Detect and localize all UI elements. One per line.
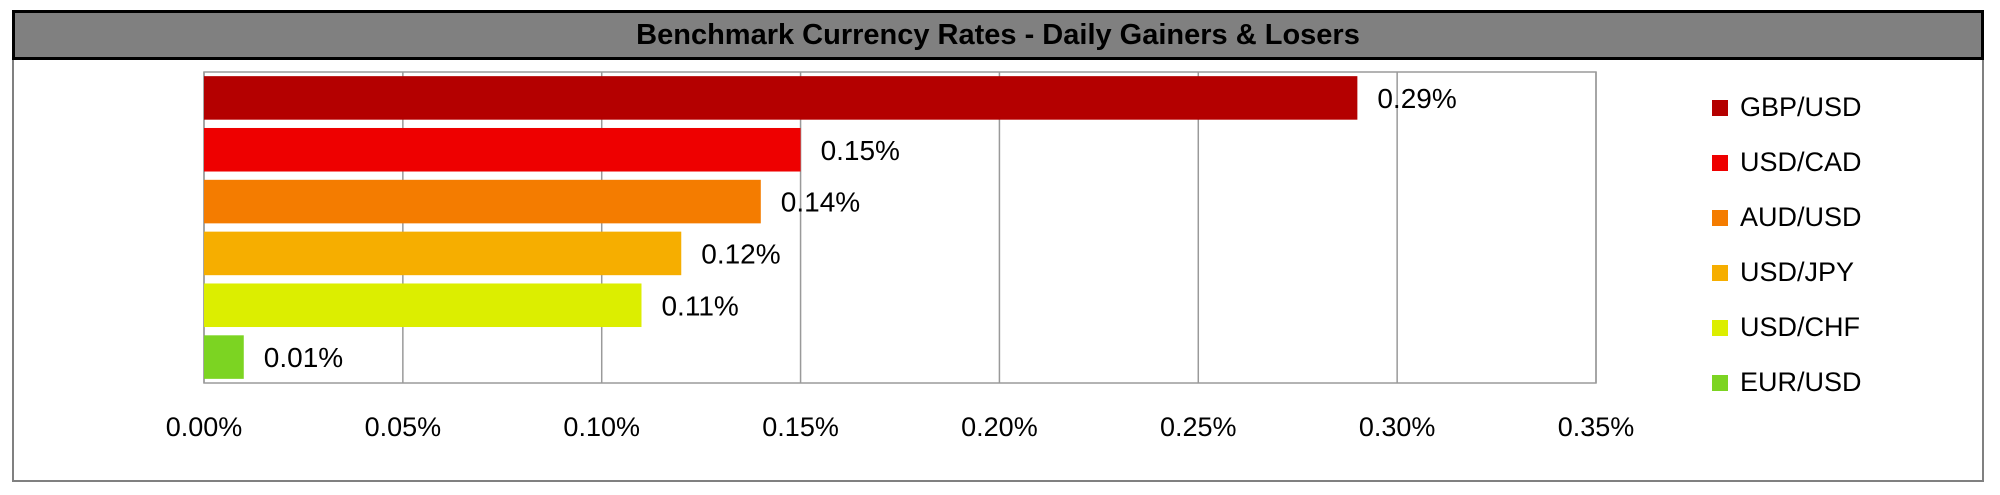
legend-label: GBP/USD <box>1740 92 1862 122</box>
x-tick-label: 0.00% <box>166 412 243 442</box>
legend-swatch <box>1712 154 1728 171</box>
bar <box>204 231 682 276</box>
bar-value-label: 0.15% <box>821 135 900 166</box>
x-tick-label: 0.25% <box>1160 412 1237 442</box>
legend-label: EUR/USD <box>1740 367 1862 397</box>
plot-area <box>203 71 1597 384</box>
legend-item: USD/JPY <box>1712 245 1962 300</box>
legend-item: EUR/USD <box>1712 355 1962 410</box>
legend-label: AUD/USD <box>1740 202 1862 232</box>
chart-title-bar: Benchmark Currency Rates - Daily Gainers… <box>12 10 1984 60</box>
bar-value-label: 0.11% <box>661 290 738 321</box>
x-tick-label: 0.20% <box>961 412 1038 442</box>
chart-legend: GBP/USD USD/CAD AUD/USD USD/JPY USD/CHF EUR/U… <box>1712 80 1962 410</box>
legend-label: USD/CHF <box>1740 312 1860 342</box>
x-tick-label: 0.35% <box>1558 412 1635 442</box>
x-tick-label: 0.05% <box>365 412 442 442</box>
legend-item: USD/CHF <box>1712 300 1962 355</box>
legend-label: USD/CAD <box>1740 147 1862 177</box>
bar-value-label: 0.12% <box>701 238 780 269</box>
legend-item: GBP/USD <box>1712 80 1962 135</box>
legend-swatch <box>1712 209 1728 226</box>
bar <box>204 283 642 328</box>
legend-swatch <box>1712 264 1728 281</box>
legend-swatch <box>1712 319 1728 336</box>
x-tick-label: 0.10% <box>563 412 640 442</box>
bar-value-label: 0.29% <box>1377 83 1456 114</box>
legend-swatch <box>1712 374 1728 391</box>
x-tick-label: 0.30% <box>1359 412 1436 442</box>
bar-value-label: 0.01% <box>264 342 343 373</box>
chart-title: Benchmark Currency Rates - Daily Gainers… <box>636 18 1360 51</box>
bar <box>204 179 761 224</box>
bar <box>204 127 801 172</box>
bar-value-label: 0.14% <box>781 187 860 218</box>
bar <box>204 335 244 379</box>
x-tick-label: 0.15% <box>762 412 839 442</box>
legend-item: AUD/USD <box>1712 190 1962 245</box>
bar <box>204 76 1358 120</box>
legend-item: USD/CAD <box>1712 135 1962 190</box>
legend-label: USD/JPY <box>1740 257 1855 287</box>
legend-swatch <box>1712 99 1728 116</box>
